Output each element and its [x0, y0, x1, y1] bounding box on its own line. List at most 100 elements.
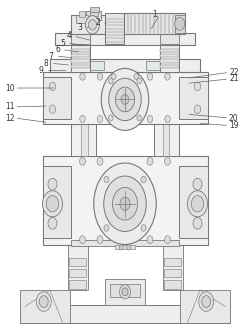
- Circle shape: [119, 245, 123, 250]
- Bar: [179, 166, 208, 238]
- Bar: [71, 59, 90, 63]
- Bar: [76, 15, 88, 23]
- Bar: [69, 280, 86, 289]
- Circle shape: [121, 95, 129, 104]
- Circle shape: [120, 285, 130, 299]
- Circle shape: [194, 105, 201, 113]
- Text: 3: 3: [78, 23, 82, 32]
- Bar: [55, 33, 195, 45]
- Text: 4: 4: [66, 31, 71, 40]
- Circle shape: [108, 115, 113, 121]
- Circle shape: [86, 16, 100, 34]
- Bar: [42, 77, 71, 119]
- Bar: [71, 119, 96, 156]
- Bar: [160, 34, 179, 44]
- Text: 7: 7: [49, 52, 54, 61]
- Circle shape: [165, 115, 170, 123]
- Bar: [71, 54, 90, 57]
- Bar: [160, 65, 179, 68]
- Circle shape: [109, 78, 141, 121]
- Bar: [124, 13, 185, 34]
- Circle shape: [36, 292, 51, 311]
- Circle shape: [147, 73, 153, 80]
- Text: 10: 10: [5, 83, 15, 93]
- Text: 11: 11: [5, 102, 15, 111]
- Circle shape: [202, 296, 211, 307]
- Circle shape: [147, 157, 153, 165]
- Bar: [115, 245, 135, 249]
- Circle shape: [97, 236, 103, 244]
- Circle shape: [134, 74, 138, 80]
- Bar: [160, 49, 179, 52]
- Bar: [164, 258, 181, 266]
- Bar: [71, 34, 90, 44]
- Bar: [69, 258, 86, 266]
- Bar: [90, 10, 98, 16]
- Bar: [180, 290, 230, 323]
- Bar: [50, 59, 200, 72]
- Text: 8: 8: [44, 59, 48, 68]
- Text: 21: 21: [229, 74, 238, 83]
- Bar: [86, 11, 101, 20]
- Bar: [146, 61, 179, 70]
- Circle shape: [194, 82, 201, 91]
- Circle shape: [97, 73, 103, 80]
- Bar: [71, 15, 112, 34]
- Circle shape: [164, 236, 170, 244]
- Circle shape: [122, 288, 128, 296]
- Circle shape: [80, 115, 85, 123]
- Text: 2: 2: [95, 18, 100, 27]
- Circle shape: [42, 191, 62, 217]
- Circle shape: [193, 217, 202, 229]
- Bar: [71, 61, 104, 70]
- Circle shape: [147, 236, 153, 244]
- Circle shape: [48, 178, 57, 190]
- Text: 5: 5: [60, 38, 65, 48]
- Circle shape: [104, 176, 146, 231]
- Text: 22: 22: [229, 68, 238, 77]
- Circle shape: [147, 115, 153, 123]
- Circle shape: [193, 178, 202, 190]
- Bar: [71, 44, 90, 72]
- Text: 12: 12: [5, 113, 15, 123]
- Circle shape: [199, 292, 214, 311]
- Text: 1: 1: [152, 10, 158, 19]
- Bar: [160, 54, 179, 57]
- Circle shape: [97, 115, 103, 123]
- Circle shape: [88, 20, 96, 30]
- Circle shape: [104, 176, 109, 183]
- Bar: [162, 244, 182, 290]
- Bar: [90, 7, 98, 12]
- Bar: [154, 119, 179, 156]
- Text: 20: 20: [229, 113, 238, 123]
- Circle shape: [175, 17, 185, 30]
- Bar: [71, 65, 90, 68]
- Circle shape: [191, 196, 204, 212]
- Circle shape: [108, 78, 113, 84]
- Circle shape: [127, 245, 131, 250]
- Bar: [20, 290, 70, 323]
- Text: 9: 9: [39, 66, 44, 75]
- Circle shape: [141, 225, 146, 231]
- Bar: [105, 13, 124, 44]
- Bar: [71, 49, 90, 52]
- Circle shape: [101, 68, 149, 130]
- Bar: [164, 280, 181, 289]
- Circle shape: [49, 82, 56, 91]
- Circle shape: [97, 157, 103, 165]
- Circle shape: [112, 187, 138, 220]
- Circle shape: [141, 176, 146, 183]
- Text: 19: 19: [229, 121, 238, 130]
- Circle shape: [112, 74, 116, 80]
- Bar: [68, 244, 87, 290]
- Circle shape: [165, 73, 170, 80]
- Circle shape: [188, 191, 208, 217]
- Bar: [160, 59, 179, 63]
- Bar: [71, 240, 179, 246]
- Bar: [162, 119, 169, 156]
- Circle shape: [46, 196, 59, 212]
- Circle shape: [164, 157, 170, 165]
- Circle shape: [137, 78, 141, 84]
- Bar: [69, 269, 86, 277]
- Text: 6: 6: [55, 45, 60, 54]
